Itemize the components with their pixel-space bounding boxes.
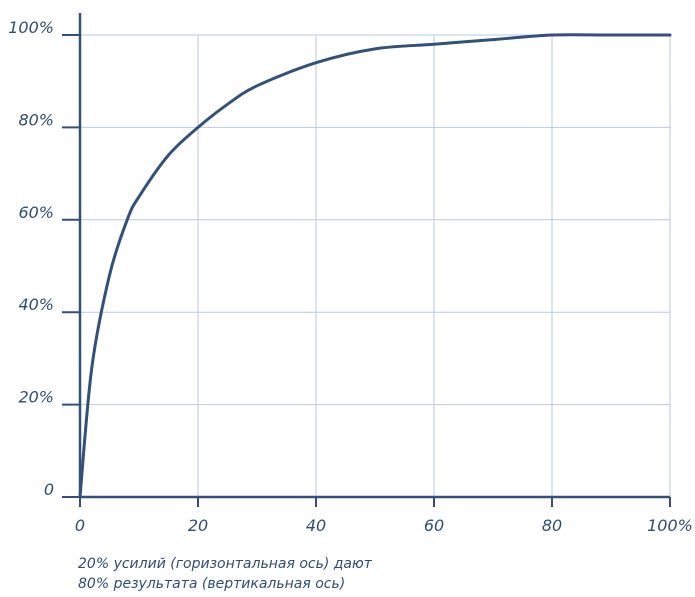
y-tick-label: 80% xyxy=(18,110,54,129)
y-tick-label: 100% xyxy=(8,18,54,37)
series-line xyxy=(78,33,672,499)
x-tick-label: 40 xyxy=(306,516,326,535)
series xyxy=(78,33,672,499)
caption-line-1: 20% усилий (горизонтальная ось) дают xyxy=(78,556,372,572)
grid xyxy=(80,34,671,497)
axes xyxy=(78,13,670,499)
x-tick-label: 60 xyxy=(424,516,444,535)
x-tick-label: 20 xyxy=(188,516,208,535)
ticks: 0 20 40 60 80 100% 0 20% 40% 60% 80% 100% xyxy=(8,18,693,535)
y-tick-label: 0 xyxy=(44,480,54,499)
x-tick-label: 0 xyxy=(75,516,85,535)
x-tick-label: 80 xyxy=(542,516,562,535)
x-tick-label: 100% xyxy=(647,516,693,535)
chart-caption: 20% усилий (горизонтальная ось) дают 80%… xyxy=(78,554,372,594)
y-tick-label: 60% xyxy=(18,203,54,222)
caption-line-2: 80% результата (вертикальная ось) xyxy=(78,576,346,592)
y-tick-label: 40% xyxy=(18,295,54,314)
y-tick-label: 20% xyxy=(18,388,54,407)
